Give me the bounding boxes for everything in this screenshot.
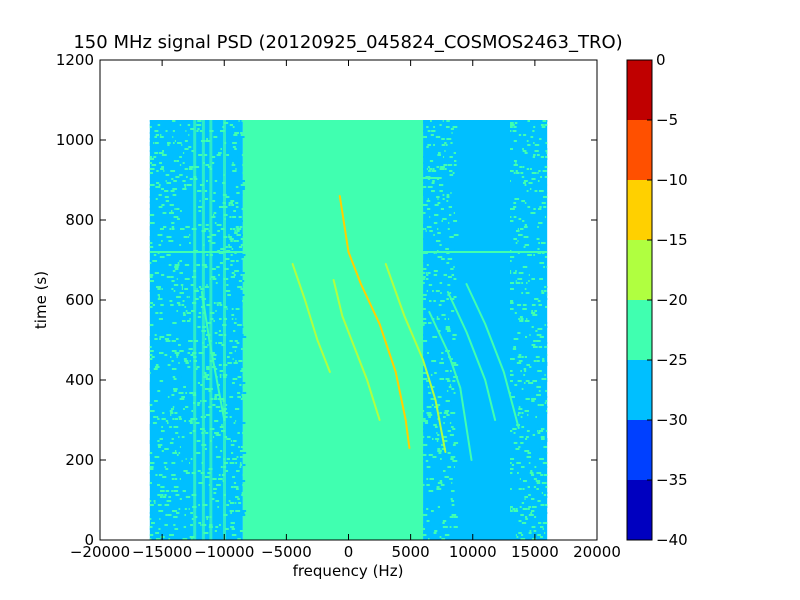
signal-trace (384, 263, 447, 453)
colorbar-tick-label: −40 (656, 531, 688, 549)
x-axis: −20000 −15000 −10000 −5000 0 5000 10000 15000 20… (70, 60, 621, 561)
signal-trace (338, 195, 411, 449)
signal-trace (332, 279, 381, 421)
x-tick-label: 5000 (392, 543, 430, 561)
signal-trace (428, 311, 473, 461)
colorbar-tick-label: −15 (656, 231, 688, 249)
colorbar-tick-label: −25 (656, 351, 688, 369)
y-tick-label: 800 (65, 211, 94, 229)
y-tick-label: 1200 (56, 51, 94, 69)
colorbar-tick-label: −20 (656, 291, 688, 309)
y-tick-label: 400 (65, 371, 94, 389)
colorbar-level (627, 120, 652, 180)
colorbar-tick-label: −10 (656, 171, 688, 189)
x-axis-label: frequency (Hz) (293, 562, 404, 580)
colorbar-tick-label: −5 (656, 111, 678, 129)
noise-stripe (223, 120, 227, 540)
heatmap (149, 120, 548, 540)
x-tick-label: −15000 (132, 543, 192, 561)
colorbar-level (627, 240, 652, 300)
colorbar-level (627, 360, 652, 420)
colorbar-level (627, 180, 652, 240)
chart-title: 150 MHz signal PSD (20120925_045824_COSM… (73, 32, 622, 53)
y-tick-label: 200 (65, 451, 94, 469)
colorbar-tick-label: −35 (656, 471, 688, 489)
x-tick-label: 20000 (573, 543, 621, 561)
heatmap-region (242, 120, 424, 540)
colorbar-level (627, 300, 652, 360)
x-tick-label: 0 (344, 543, 354, 561)
noise-texture (510, 120, 548, 540)
signal-trace (291, 263, 331, 373)
colorbar-level (627, 480, 652, 540)
y-tick-label: 0 (84, 531, 94, 549)
noise-stripe (201, 120, 205, 540)
colorbar: 0 −5 −10 −15 −20 −25 −30 −35 −40 (626, 51, 688, 549)
x-tick-label: −10000 (194, 543, 254, 561)
y-tick-label: 1000 (56, 131, 94, 149)
signal-traces (149, 177, 548, 461)
colorbar-level (627, 420, 652, 480)
x-tick-label: 10000 (449, 543, 497, 561)
y-axis: 0 200 400 600 800 1000 1200 (56, 51, 597, 549)
y-tick-label: 600 (65, 291, 94, 309)
signal-trace (465, 283, 520, 429)
colorbar-level (627, 60, 652, 120)
x-tick-label: −5000 (261, 543, 312, 561)
colorbar-tick-label: −30 (656, 411, 688, 429)
colorbar-tick-label: 0 (656, 51, 666, 69)
signal-trace (446, 291, 497, 421)
x-tick-label: −20000 (70, 543, 130, 561)
y-axis-label: time (s) (32, 271, 50, 329)
x-tick-label: 15000 (511, 543, 559, 561)
signal-trace (200, 291, 226, 421)
noise-stripe (193, 120, 197, 540)
noise-stripe (209, 120, 213, 540)
